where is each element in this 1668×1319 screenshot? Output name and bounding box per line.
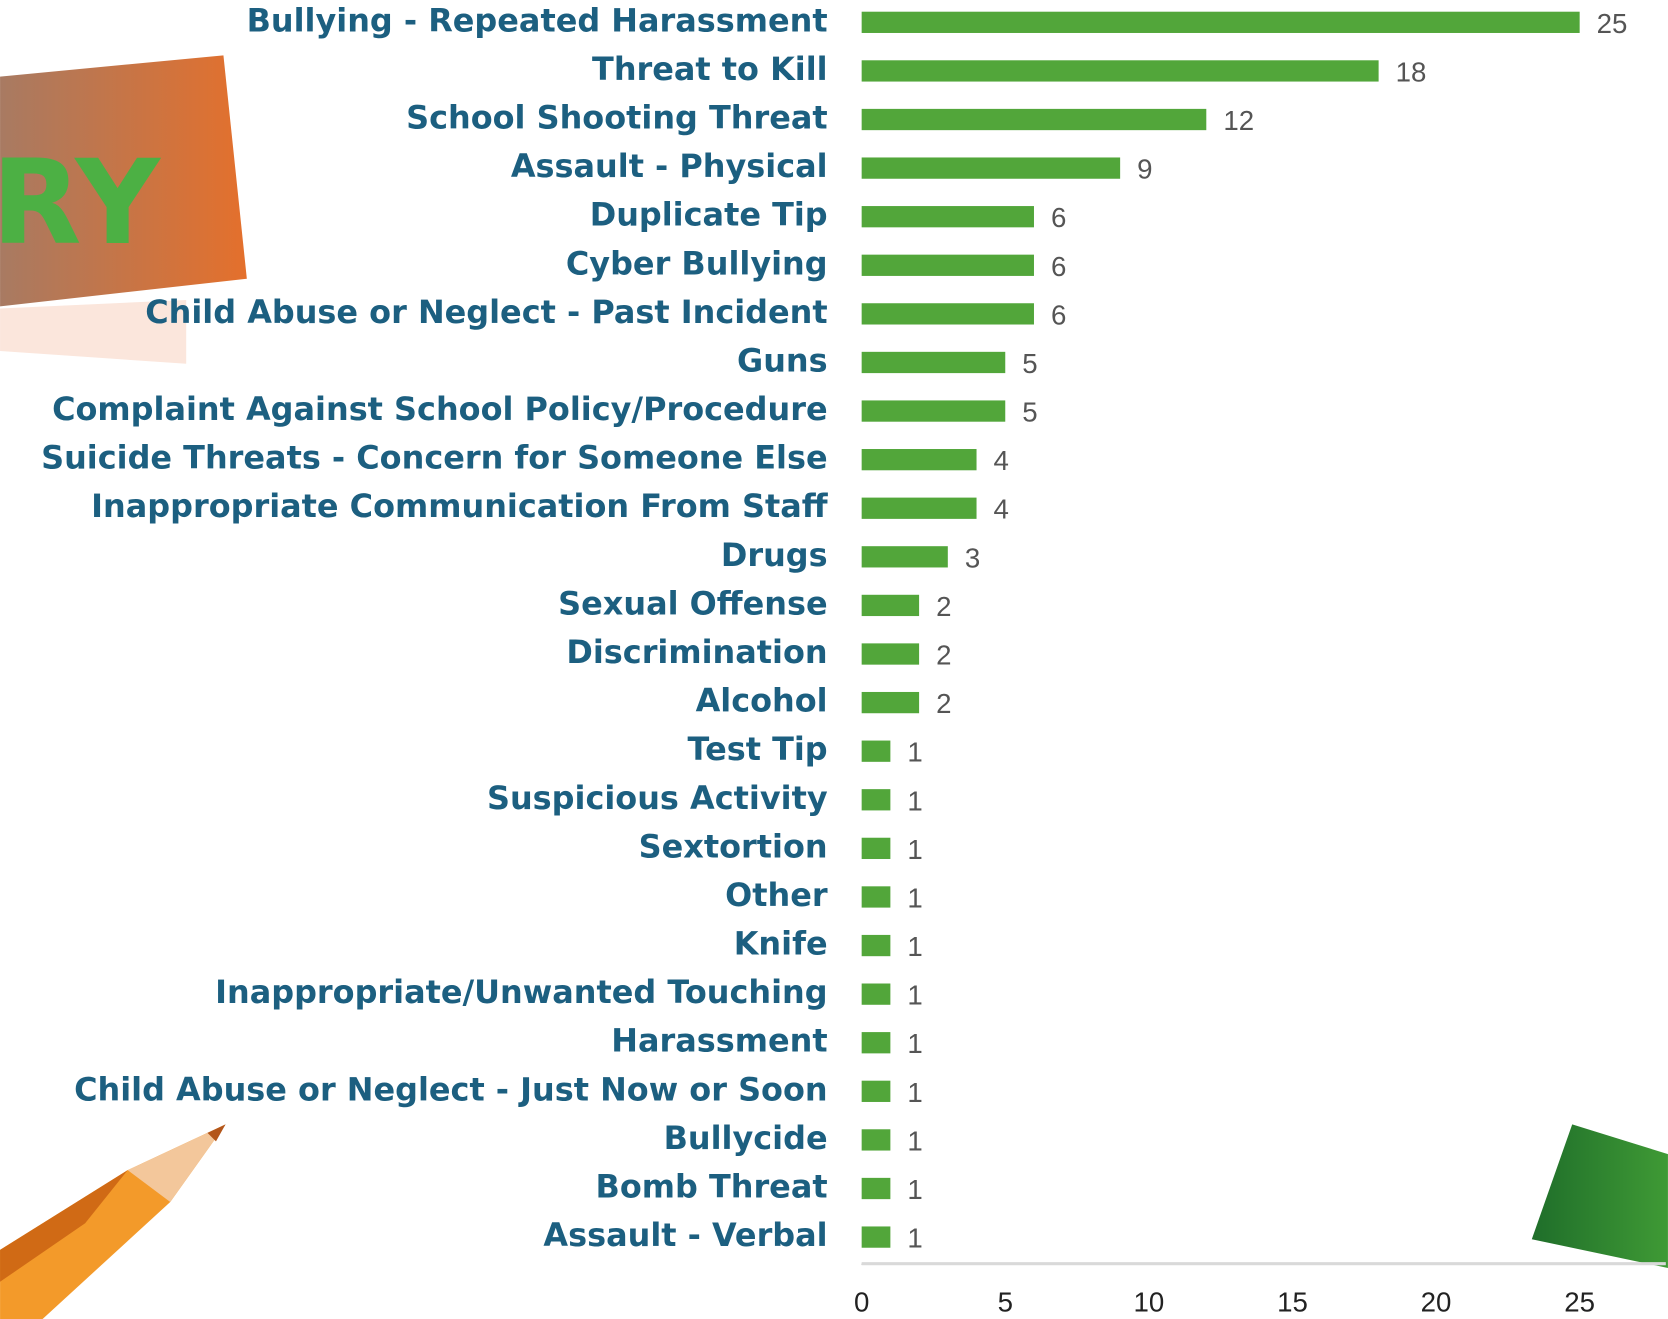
bar bbox=[862, 741, 891, 762]
bar bbox=[862, 60, 1379, 81]
y-tick-label: Cyber Bullying bbox=[566, 244, 828, 282]
x-tick-label: 5 bbox=[998, 1286, 1013, 1317]
chart: RY 0510152025Bullying - Repeated Harassm… bbox=[0, 0, 1668, 1319]
value-label: 1 bbox=[907, 785, 922, 816]
x-tick-label: 25 bbox=[1564, 1286, 1595, 1317]
value-label: 1 bbox=[907, 1125, 922, 1156]
bar bbox=[862, 449, 977, 470]
y-tick-label: Child Abuse or Neglect - Past Incident bbox=[145, 293, 827, 331]
bar bbox=[862, 109, 1207, 130]
y-tick-label: Assault - Verbal bbox=[543, 1216, 827, 1254]
value-label: 1 bbox=[907, 1028, 922, 1059]
value-label: 1 bbox=[907, 737, 922, 768]
bar bbox=[862, 1081, 891, 1102]
y-tick-label: Sextortion bbox=[639, 827, 828, 865]
bar bbox=[862, 498, 977, 519]
value-label: 4 bbox=[994, 494, 1009, 525]
value-label: 6 bbox=[1051, 299, 1066, 330]
y-tick-label: Guns bbox=[737, 341, 828, 379]
y-tick-label: Suspicious Activity bbox=[487, 779, 828, 817]
y-tick-label: Child Abuse or Neglect - Just Now or Soo… bbox=[74, 1070, 828, 1108]
bar bbox=[862, 12, 1580, 33]
value-label: 3 bbox=[965, 542, 980, 573]
y-tick-label: Harassment bbox=[611, 1022, 827, 1060]
y-tick-label: Drugs bbox=[721, 536, 828, 574]
page: {"banner_text": "RY", "chart_data": {"ty… bbox=[0, 0, 1668, 1319]
bar bbox=[862, 352, 1006, 373]
value-label: 1 bbox=[907, 1223, 922, 1254]
y-tick-label: School Shooting Threat bbox=[406, 99, 828, 137]
bar bbox=[862, 400, 1006, 421]
value-label: 6 bbox=[1051, 202, 1066, 233]
bar bbox=[862, 935, 891, 956]
value-label: 25 bbox=[1597, 8, 1628, 39]
y-tick-label: Test Tip bbox=[688, 730, 828, 768]
banner-text: RY bbox=[0, 134, 161, 271]
bar bbox=[862, 546, 948, 567]
y-tick-label: Complaint Against School Policy/Procedur… bbox=[52, 390, 828, 428]
bar bbox=[862, 1226, 891, 1247]
y-tick-label: Bullycide bbox=[664, 1119, 828, 1157]
bar bbox=[862, 303, 1034, 324]
value-label: 1 bbox=[907, 834, 922, 865]
bar bbox=[862, 984, 891, 1005]
bar bbox=[862, 789, 891, 810]
x-tick-label: 15 bbox=[1277, 1286, 1308, 1317]
x-tick-label: 10 bbox=[1133, 1286, 1164, 1317]
value-label: 5 bbox=[1022, 348, 1037, 379]
value-label: 18 bbox=[1396, 56, 1427, 87]
value-label: 1 bbox=[907, 1174, 922, 1205]
bar bbox=[862, 206, 1034, 227]
y-tick-label: Other bbox=[725, 876, 828, 914]
bar bbox=[862, 157, 1120, 178]
y-tick-label: Threat to Kill bbox=[592, 50, 828, 88]
bar bbox=[862, 1178, 891, 1199]
value-label: 4 bbox=[994, 445, 1009, 476]
pencil bbox=[0, 1124, 226, 1319]
bar bbox=[862, 692, 919, 713]
value-label: 6 bbox=[1051, 251, 1066, 282]
x-tick-label: 20 bbox=[1421, 1286, 1452, 1317]
value-label: 1 bbox=[907, 980, 922, 1011]
bar bbox=[862, 1129, 891, 1150]
y-tick-label: Inappropriate/Unwanted Touching bbox=[215, 973, 828, 1011]
bar bbox=[862, 643, 919, 664]
value-label: 1 bbox=[907, 882, 922, 913]
y-tick-label: Bullying - Repeated Harassment bbox=[247, 1, 828, 39]
value-label: 2 bbox=[936, 591, 951, 622]
value-label: 2 bbox=[936, 639, 951, 670]
value-label: 1 bbox=[907, 931, 922, 962]
value-label: 5 bbox=[1022, 397, 1037, 428]
x-tick-label: 0 bbox=[854, 1286, 869, 1317]
y-tick-label: Alcohol bbox=[696, 682, 828, 720]
y-tick-label: Duplicate Tip bbox=[590, 196, 828, 234]
y-tick-label: Bomb Threat bbox=[596, 1168, 828, 1206]
value-label: 2 bbox=[936, 688, 951, 719]
y-tick-label: Inappropriate Communication From Staff bbox=[91, 487, 829, 525]
y-tick-label: Assault - Physical bbox=[511, 147, 828, 185]
bar bbox=[862, 1032, 891, 1053]
y-tick-label: Knife bbox=[734, 925, 828, 963]
bar bbox=[862, 595, 919, 616]
value-label: 12 bbox=[1223, 105, 1254, 136]
bar bbox=[862, 255, 1034, 276]
value-label: 9 bbox=[1137, 154, 1152, 185]
y-tick-label: Sexual Offense bbox=[558, 584, 827, 622]
value-label: 1 bbox=[907, 1077, 922, 1108]
decoration-corner bbox=[1532, 1124, 1668, 1268]
y-tick-label: Discrimination bbox=[566, 633, 827, 671]
bar bbox=[862, 838, 891, 859]
bar bbox=[862, 886, 891, 907]
y-tick-label: Suicide Threats - Concern for Someone El… bbox=[41, 439, 827, 477]
